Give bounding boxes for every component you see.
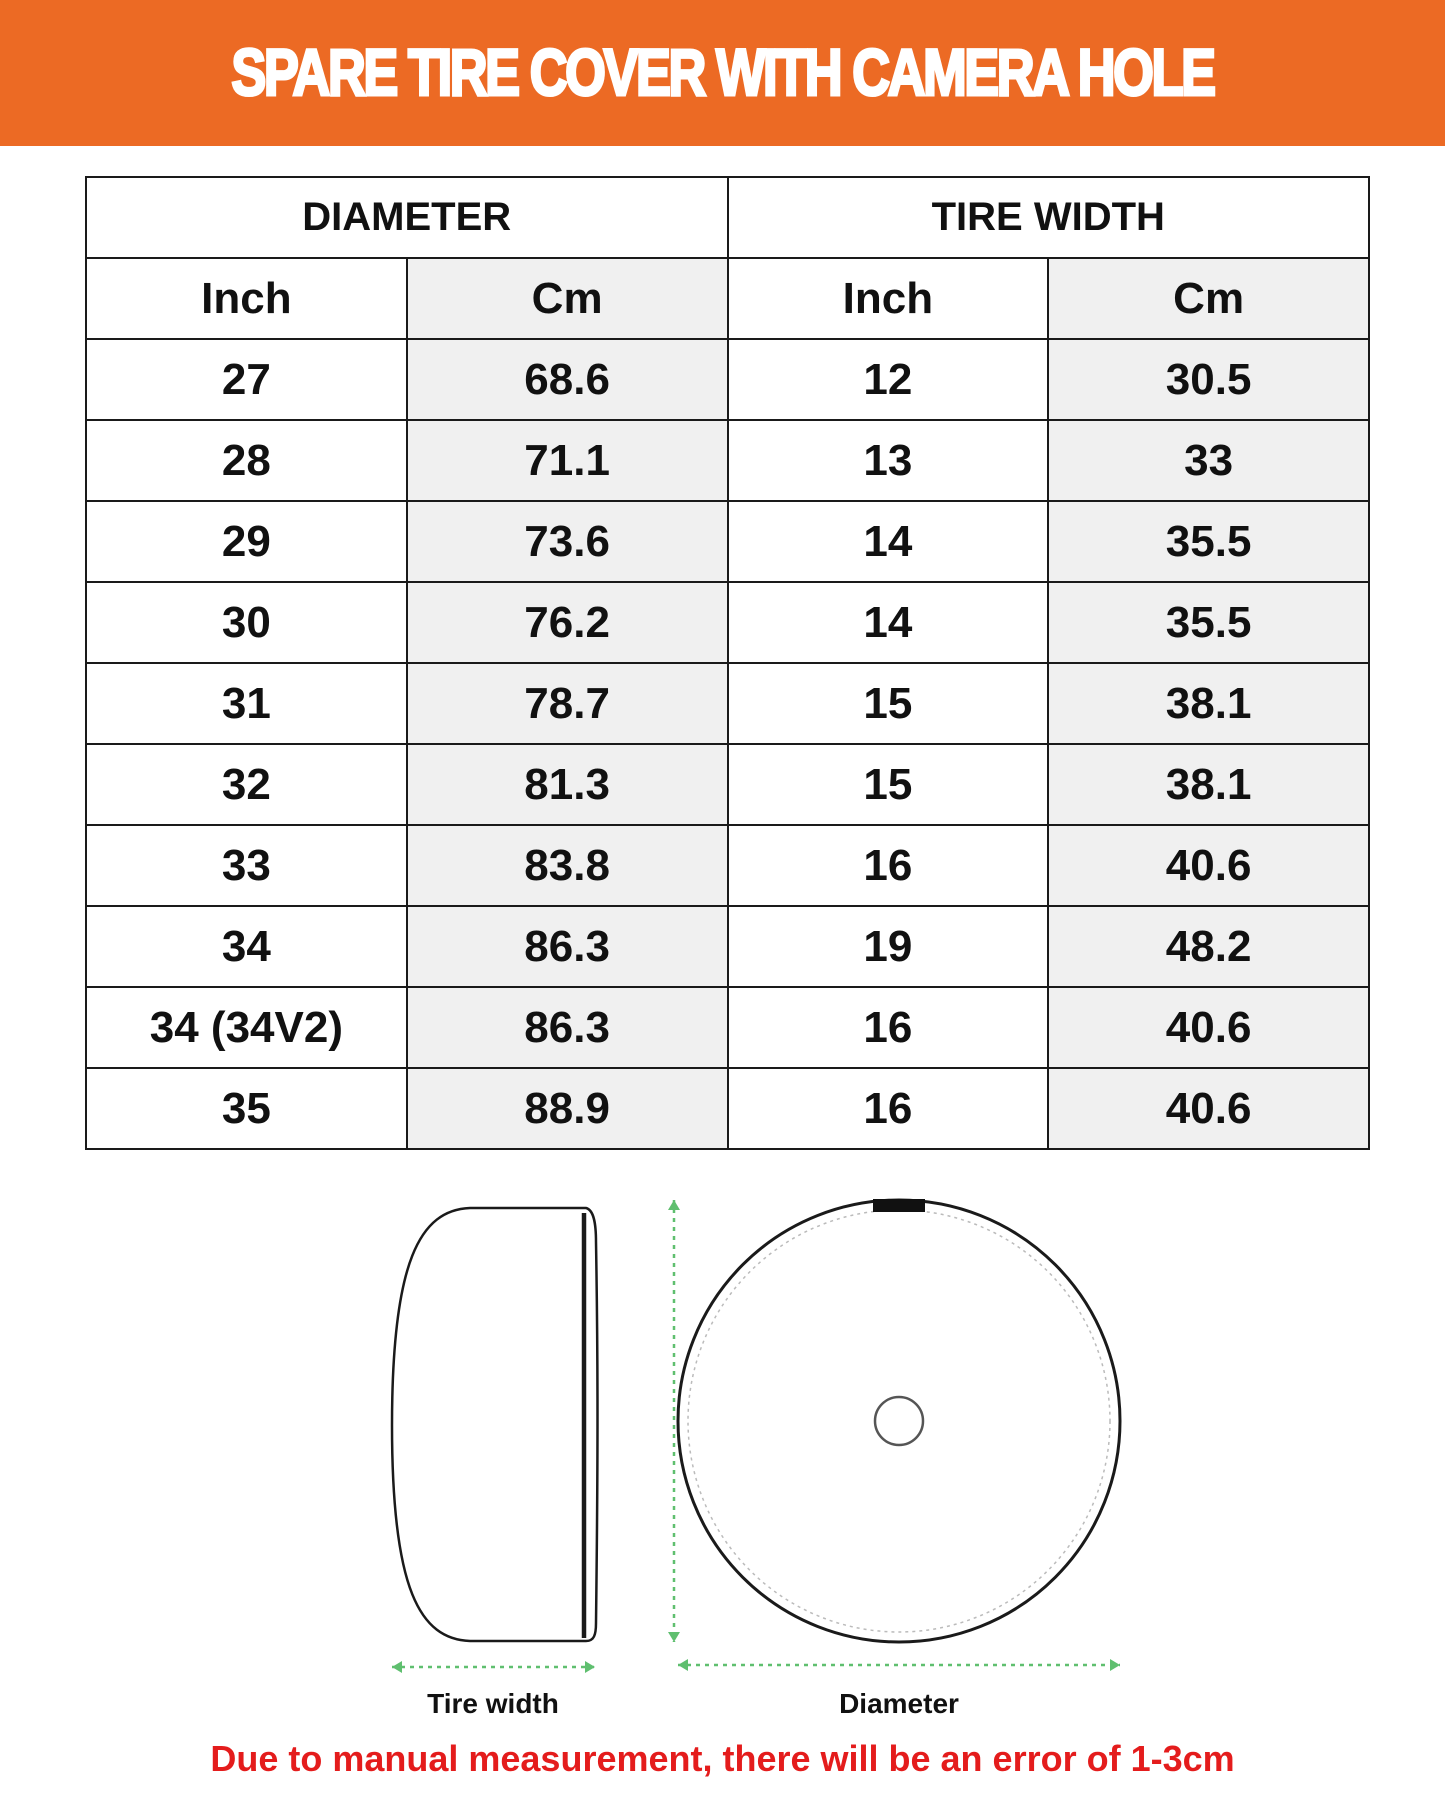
svg-text:Diameter: Diameter: [839, 1688, 959, 1719]
svg-text:Tire width: Tire width: [427, 1688, 559, 1719]
